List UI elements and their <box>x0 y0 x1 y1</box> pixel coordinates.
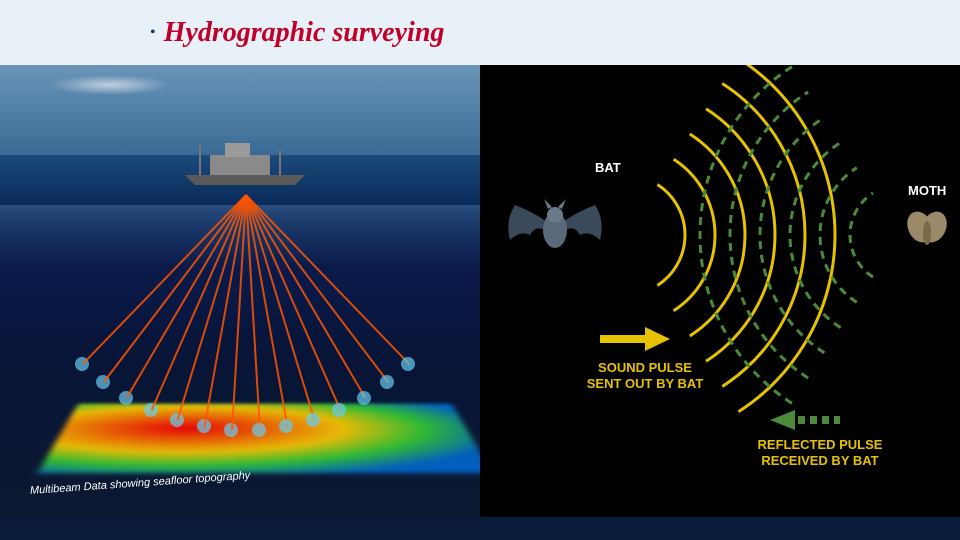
sound-pulse-label: SOUND PULSE SENT OUT BY BAT <box>570 360 720 391</box>
emitted-arc <box>790 142 841 327</box>
page-title: Hydrographic surveying <box>164 17 445 49</box>
reflected-arrow-icon <box>770 410 840 430</box>
footer-bar <box>0 517 960 540</box>
multibeam-caption: Multibeam Data showing seafloor topograp… <box>30 470 251 497</box>
sonar-footprint-dot <box>380 375 394 389</box>
emitted-arc <box>674 159 715 310</box>
sonar-footprint-dot <box>401 357 415 371</box>
clouds <box>50 75 170 95</box>
survey-ship <box>180 135 310 190</box>
reflected-pulse-label: REFLECTED PULSE RECEIVED BY BAT <box>745 437 895 468</box>
emitted-arc <box>850 193 873 277</box>
sonar-beam <box>82 194 247 364</box>
echolocation-panel: BAT MOTH SOUND PULSE SENT OUT BY BAT <box>480 65 960 517</box>
sonar-panel: Multibeam Data showing seafloor topograp… <box>0 65 480 517</box>
sound-arrow-icon <box>600 327 670 351</box>
sonar-footprint-dot <box>252 423 266 437</box>
emitted-arc <box>760 117 824 353</box>
emitted-arc <box>690 134 745 336</box>
emitted-arc <box>722 84 805 387</box>
title-bar: • Hydrographic surveying <box>0 0 960 65</box>
title-bullet: • <box>150 24 156 42</box>
diagram-stage: Multibeam Data showing seafloor topograp… <box>0 65 960 517</box>
emitted-arc <box>730 92 808 378</box>
emitted-arc <box>657 185 685 286</box>
sonar-footprint-dot <box>357 391 371 405</box>
